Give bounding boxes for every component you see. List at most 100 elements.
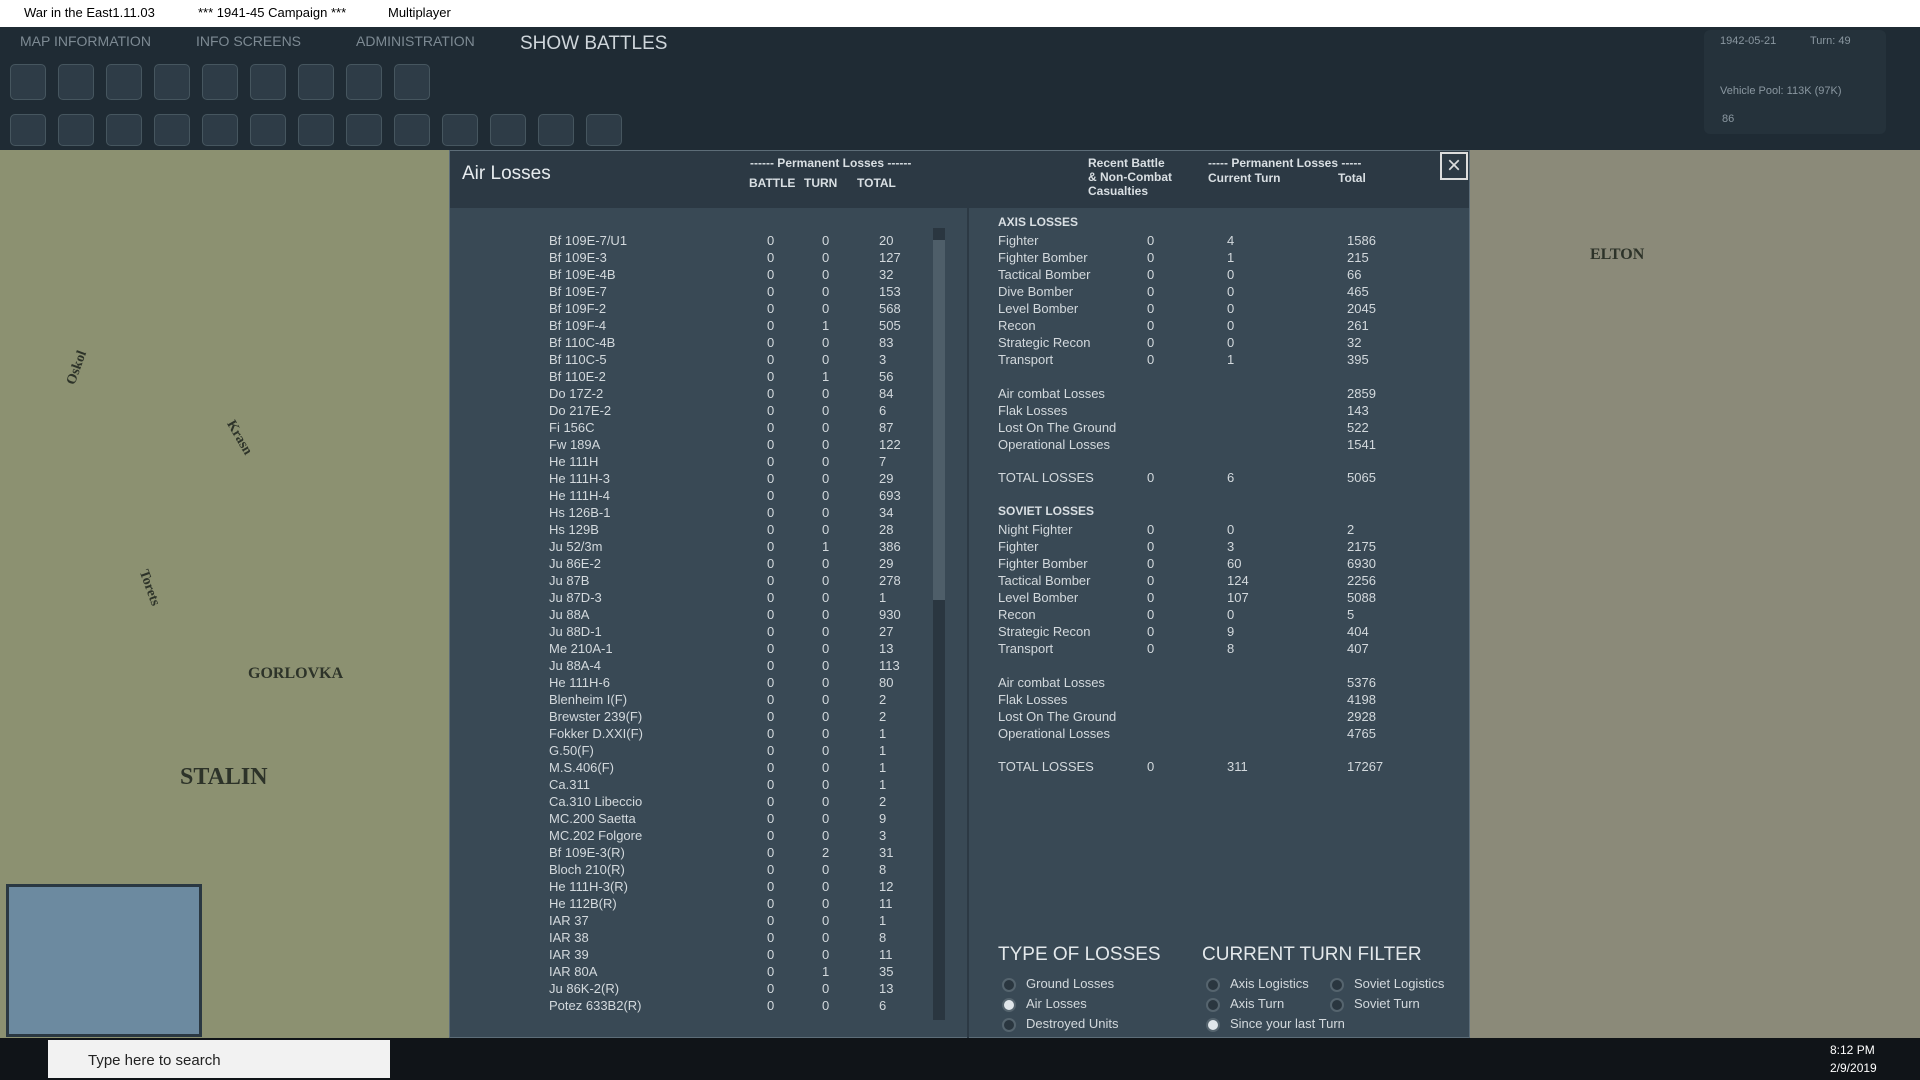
toolbar-icon[interactable]: [490, 114, 526, 146]
radio[interactable]: [1330, 978, 1344, 992]
cell: 0: [767, 590, 775, 605]
search-box[interactable]: [48, 1040, 390, 1078]
cell: 0: [1147, 573, 1155, 588]
menu-tab[interactable]: INFO SCREENS: [196, 33, 302, 49]
toolbar-icon[interactable]: [586, 114, 622, 146]
cell: 0: [822, 709, 830, 724]
toolbar-icon[interactable]: [538, 114, 574, 146]
toolbar-icon[interactable]: [202, 114, 238, 146]
menu-tab[interactable]: SHOW BATTLES: [520, 33, 668, 54]
menu-tab[interactable]: ADMINISTRATION: [356, 33, 475, 49]
total-label: TOTAL LOSSES: [998, 470, 1094, 485]
toolbar-icon[interactable]: [298, 64, 334, 100]
radio[interactable]: [1206, 978, 1220, 992]
aircraft-name: He 111H-3: [549, 471, 610, 486]
row-label: Transport: [998, 352, 1054, 367]
cell: 124: [1227, 573, 1249, 588]
aircraft-name: Fi 156C: [549, 420, 595, 435]
search-text[interactable]: Type here to search: [88, 1052, 221, 1069]
close-button[interactable]: ×: [1440, 152, 1468, 180]
radio[interactable]: [1206, 1018, 1220, 1032]
cell: 9: [1227, 624, 1235, 639]
aircraft-name: MC.200 Saetta: [549, 811, 636, 826]
radio-label[interactable]: Destroyed Units: [1026, 1016, 1119, 1031]
cell: 0: [767, 675, 775, 690]
radio-label[interactable]: Axis Turn: [1230, 996, 1285, 1011]
toolbar-icon[interactable]: [442, 114, 478, 146]
radio-label[interactable]: Soviet Turn: [1354, 996, 1420, 1011]
cell: 29: [879, 471, 894, 486]
toolbar-icon[interactable]: [394, 114, 430, 146]
toolbar-icon[interactable]: [346, 114, 382, 146]
toolbar-icon[interactable]: [106, 64, 142, 100]
toolbar-icon[interactable]: [58, 114, 94, 146]
radio-label[interactable]: Ground Losses: [1026, 976, 1115, 991]
radio[interactable]: [1002, 998, 1016, 1012]
radio[interactable]: [1002, 978, 1016, 992]
cell: 80: [879, 675, 894, 690]
radio-label[interactable]: Air Losses: [1026, 996, 1087, 1011]
total-label: TOTAL LOSSES: [998, 759, 1094, 774]
radio-label[interactable]: Since your last Turn: [1230, 1016, 1345, 1031]
cell: 0: [767, 420, 775, 435]
cell: 143: [1347, 403, 1369, 418]
cell: 0: [1147, 250, 1155, 265]
column-group: ------ Permanent Losses ------: [750, 156, 912, 170]
cell: 2: [879, 692, 887, 707]
cell: 0: [822, 437, 830, 452]
column-header: & Non-Combat: [1088, 170, 1172, 184]
cell: 0: [767, 403, 775, 418]
cell: 0: [1227, 318, 1235, 333]
toolbar-icon[interactable]: [154, 114, 190, 146]
radio[interactable]: [1206, 998, 1220, 1012]
toolbar-icon[interactable]: [10, 64, 46, 100]
cell: 32: [1347, 335, 1362, 350]
radio-label[interactable]: Axis Logistics: [1230, 976, 1309, 991]
cell: 107: [1227, 590, 1249, 605]
cell: 0: [822, 335, 830, 350]
cell: 0: [1227, 267, 1235, 282]
cell: 930: [879, 607, 901, 622]
toolbar-icon[interactable]: [106, 114, 142, 146]
scroll-thumb[interactable]: [933, 240, 945, 600]
toolbar-icon[interactable]: [58, 64, 94, 100]
aircraft-name: Ju 87B: [549, 573, 590, 588]
cell: 0: [822, 896, 830, 911]
radio[interactable]: [1002, 1018, 1016, 1032]
cell: 693: [879, 488, 901, 503]
radio[interactable]: [1330, 998, 1344, 1012]
cell: 0: [767, 930, 775, 945]
toolbar-icon[interactable]: [154, 64, 190, 100]
cell: 0: [767, 471, 775, 486]
toolbar-icon[interactable]: [346, 64, 382, 100]
toolbar-icon[interactable]: [298, 114, 334, 146]
toolbar-icon[interactable]: [202, 64, 238, 100]
radio-label[interactable]: Soviet Logistics: [1354, 976, 1445, 991]
toolbar-icon[interactable]: [250, 114, 286, 146]
menu-tab[interactable]: MAP INFORMATION: [20, 33, 151, 49]
row-label: Fighter Bomber: [998, 556, 1088, 571]
cell: 0: [767, 386, 775, 401]
cell: 2: [879, 794, 887, 809]
row-label: Level Bomber: [998, 590, 1079, 605]
cell: 2256: [1347, 573, 1376, 588]
cell: 0: [1147, 301, 1155, 316]
toolbar-icon[interactable]: [10, 114, 46, 146]
mode-name: Multiplayer: [388, 5, 451, 20]
aircraft-name: He 111H-4: [549, 488, 610, 503]
toolbar-icon[interactable]: [250, 64, 286, 100]
cell: 0: [767, 233, 775, 248]
cell: 8: [879, 862, 887, 877]
cell: 0: [767, 369, 775, 384]
aircraft-name: He 111H-3(R): [549, 879, 628, 894]
cell: 0: [767, 726, 775, 741]
cell: 0: [1147, 607, 1155, 622]
row-label: Air combat Losses: [998, 675, 1105, 690]
cell: 66: [1347, 267, 1362, 282]
cell: 2: [1347, 522, 1355, 537]
cell: 0: [767, 692, 775, 707]
cell: 0: [1147, 539, 1155, 554]
cell: 4: [1227, 233, 1235, 248]
toolbar-icon[interactable]: [394, 64, 430, 100]
